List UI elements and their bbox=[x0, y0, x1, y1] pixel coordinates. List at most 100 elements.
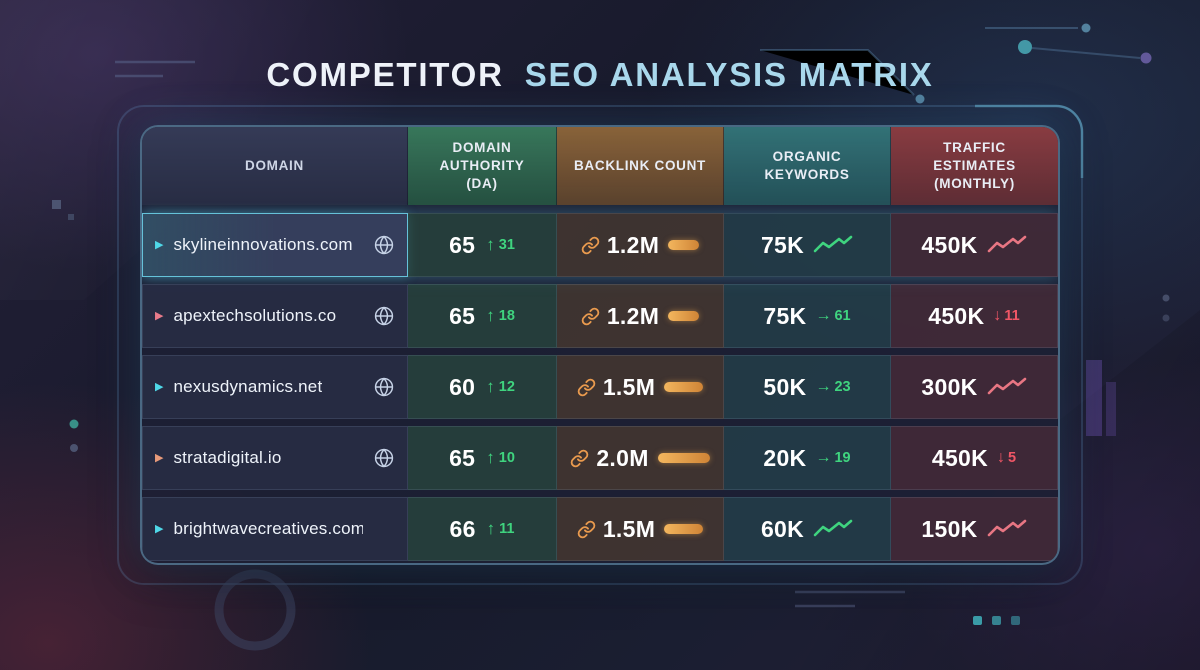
backlink-cell: 1.2M bbox=[557, 284, 724, 348]
row-marker-icon: ▶ bbox=[155, 380, 164, 393]
domain-authority-cell: 65 ↑ 31 bbox=[408, 213, 557, 277]
domain-name: apextechsolutions.co bbox=[173, 306, 337, 325]
arrow-up-icon: ↑ bbox=[486, 377, 495, 396]
arrow-right-icon: → bbox=[815, 378, 832, 395]
table-row[interactable]: ▶ skylineinnovations.com 65 ↑ 31 bbox=[142, 213, 1058, 277]
traffic-cell: 450K bbox=[891, 213, 1058, 277]
domain-authority-cell: 65 ↑ 10 bbox=[408, 426, 557, 490]
table-row[interactable]: ▶ brightwavecreatives.com 66 ↑ 11 bbox=[142, 497, 1058, 561]
keywords-value: 20K bbox=[763, 444, 807, 471]
globe-icon bbox=[373, 305, 395, 327]
domain-authority-value: 60 bbox=[449, 373, 476, 400]
traffic-cell: 450K ↓ 11 bbox=[891, 284, 1058, 348]
table-row[interactable]: ▶ apextechsolutions.co 65 ↑ 18 bbox=[142, 284, 1058, 348]
backlink-bar bbox=[664, 382, 704, 392]
traffic-indicator bbox=[987, 235, 1027, 255]
traffic-cell: 450K ↓ 5 bbox=[891, 426, 1058, 490]
delta-value: 19 bbox=[834, 450, 851, 466]
domain-name: nexusdynamics.net bbox=[173, 377, 323, 396]
organic-keywords-cell: 20K → 19 bbox=[724, 426, 891, 490]
arrow-up-icon: ↑ bbox=[486, 448, 495, 467]
domain-authority-value: 65 bbox=[449, 444, 476, 471]
domain-name: stratadigital.io bbox=[173, 448, 282, 467]
column-header-domain: DOMAIN bbox=[142, 127, 408, 205]
link-icon bbox=[577, 520, 596, 539]
trend-line-icon bbox=[813, 519, 853, 537]
backlink-cell: 1.5M bbox=[557, 355, 724, 419]
row-marker-icon: ▶ bbox=[155, 309, 164, 322]
row-marker-icon: ▶ bbox=[155, 451, 164, 464]
domain-authority-change: 31 bbox=[498, 237, 515, 253]
column-header-organic-keywords: ORGANIC KEYWORDS bbox=[724, 127, 891, 205]
table-row[interactable]: ▶ nexusdynamics.net 60 ↑ 12 1.5 bbox=[142, 355, 1058, 419]
backlink-bar bbox=[668, 311, 700, 321]
traffic-value: 300K bbox=[921, 373, 978, 400]
column-header-backlink-count: BACKLINK COUNT bbox=[557, 127, 724, 205]
domain-name: skylineinnovations.com bbox=[173, 235, 353, 254]
keywords-value: 75K bbox=[763, 302, 807, 329]
backlink-value: 2.0M bbox=[596, 444, 649, 471]
trend-line-icon bbox=[813, 235, 853, 253]
arrow-right-icon: → bbox=[815, 449, 832, 466]
arrow-up-icon: ↑ bbox=[486, 519, 496, 538]
domain-authority-value: 65 bbox=[449, 302, 476, 329]
delta-value: 61 bbox=[834, 308, 851, 324]
globe-icon bbox=[373, 447, 395, 469]
backlink-cell: 1.2M bbox=[557, 213, 724, 277]
domain-authority-value: 66 bbox=[449, 515, 476, 542]
domain-cell: ▶ brightwavecreatives.com bbox=[142, 497, 408, 561]
domain-authority-cell: 65 ↑ 18 bbox=[408, 284, 557, 348]
domain-authority-change: 11 bbox=[499, 521, 515, 537]
globe-icon bbox=[373, 376, 395, 398]
backlink-value: 1.2M bbox=[606, 302, 660, 329]
domain-authority-value: 65 bbox=[449, 231, 476, 258]
row-marker-icon: ▶ bbox=[155, 238, 164, 251]
keywords-indicator: → 19 bbox=[815, 449, 850, 467]
keywords-indicator: → 23 bbox=[815, 378, 850, 396]
organic-keywords-cell: 50K → 23 bbox=[724, 355, 891, 419]
domain-authority-change: 12 bbox=[498, 379, 515, 395]
traffic-value: 450K bbox=[931, 444, 989, 471]
keywords-indicator bbox=[813, 235, 853, 255]
delta-value: 5 bbox=[1008, 450, 1017, 466]
link-icon bbox=[581, 307, 600, 326]
traffic-value: 450K bbox=[921, 231, 978, 258]
delta-value: 11 bbox=[1004, 308, 1020, 324]
column-header-domain-authority: DOMAIN AUTHORITY (DA) bbox=[408, 127, 557, 205]
link-icon bbox=[570, 449, 589, 468]
table-header-row: DOMAIN DOMAIN AUTHORITY (DA) BACKLINK CO… bbox=[142, 127, 1058, 205]
backlink-bar bbox=[668, 240, 700, 250]
traffic-cell: 150K bbox=[891, 497, 1058, 561]
traffic-cell: 300K bbox=[891, 355, 1058, 419]
trend-line-icon bbox=[987, 235, 1026, 253]
trend-line-icon bbox=[987, 377, 1026, 395]
organic-keywords-cell: 75K → 61 bbox=[724, 284, 891, 348]
row-marker-icon: ▶ bbox=[155, 522, 164, 535]
arrow-right-icon: → bbox=[815, 307, 832, 324]
domain-cell: ▶ nexusdynamics.net bbox=[142, 355, 408, 419]
traffic-indicator: ↓ 11 bbox=[993, 307, 1019, 325]
backlink-cell: 2.0M bbox=[557, 426, 724, 490]
link-icon bbox=[581, 236, 600, 255]
seo-matrix-table: DOMAIN DOMAIN AUTHORITY (DA) BACKLINK CO… bbox=[140, 125, 1060, 565]
column-header-traffic-estimates: TRAFFIC ESTIMATES (MONTHLY) bbox=[891, 127, 1058, 205]
arrow-up-icon: ↑ bbox=[486, 235, 495, 254]
domain-authority-cell: 66 ↑ 11 bbox=[408, 497, 557, 561]
domain-authority-change: 18 bbox=[498, 308, 515, 324]
backlink-value: 1.5M bbox=[602, 373, 656, 400]
domain-cell: ▶ apextechsolutions.co bbox=[142, 284, 408, 348]
traffic-indicator bbox=[987, 377, 1027, 397]
keywords-value: 75K bbox=[760, 231, 805, 258]
organic-keywords-cell: 75K bbox=[724, 213, 891, 277]
traffic-indicator bbox=[987, 519, 1027, 539]
backlink-bar bbox=[664, 524, 704, 534]
page-title-highlight: SEO ANALYSIS MATRIX bbox=[524, 56, 934, 93]
trend-line-icon bbox=[987, 519, 1026, 537]
table-row[interactable]: ▶ stratadigital.io 65 ↑ 10 2.0M bbox=[142, 426, 1058, 490]
domain-authority-change: 10 bbox=[498, 450, 515, 466]
traffic-indicator: ↓ 5 bbox=[997, 449, 1016, 467]
arrow-down-icon: ↓ bbox=[993, 307, 1002, 324]
traffic-value: 450K bbox=[928, 302, 985, 329]
domain-authority-cell: 60 ↑ 12 bbox=[408, 355, 557, 419]
backlink-value: 1.2M bbox=[606, 231, 660, 258]
